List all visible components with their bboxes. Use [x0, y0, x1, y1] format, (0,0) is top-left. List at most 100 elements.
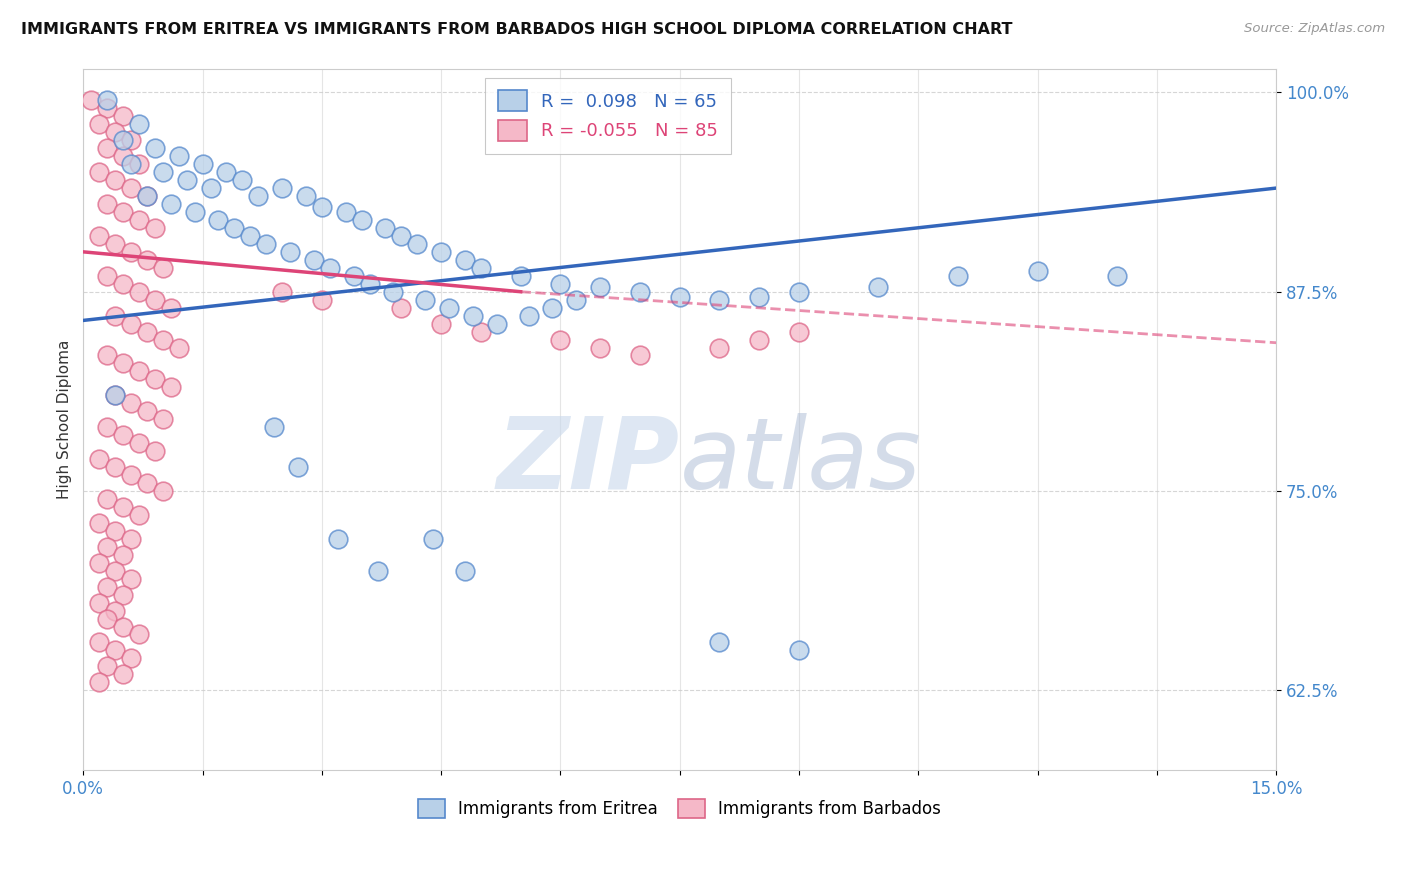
- Point: [628, 285, 651, 299]
- Point: [120, 572, 142, 586]
- Point: [454, 252, 477, 267]
- Point: [89, 596, 111, 610]
- Point: [120, 181, 142, 195]
- Point: [112, 149, 135, 163]
- Point: [120, 396, 142, 410]
- Point: [167, 149, 190, 163]
- Point: [112, 277, 135, 291]
- Text: ZIP: ZIP: [496, 413, 679, 510]
- Point: [367, 564, 389, 578]
- Point: [104, 173, 127, 187]
- Point: [96, 611, 118, 625]
- Point: [239, 228, 262, 243]
- Point: [589, 280, 612, 294]
- Point: [120, 468, 142, 483]
- Point: [787, 325, 810, 339]
- Point: [104, 564, 127, 578]
- Point: [437, 301, 460, 315]
- Point: [295, 189, 318, 203]
- Point: [191, 157, 214, 171]
- Point: [224, 221, 246, 235]
- Point: [135, 252, 157, 267]
- Point: [96, 491, 118, 506]
- Point: [112, 205, 135, 219]
- Point: [135, 325, 157, 339]
- Point: [668, 289, 690, 303]
- Point: [135, 476, 157, 491]
- Point: [104, 388, 127, 402]
- Point: [541, 301, 564, 315]
- Point: [709, 635, 731, 649]
- Point: [231, 173, 253, 187]
- Legend: Immigrants from Eritrea, Immigrants from Barbados: Immigrants from Eritrea, Immigrants from…: [412, 792, 948, 825]
- Point: [152, 333, 174, 347]
- Point: [430, 244, 453, 259]
- Point: [470, 260, 492, 275]
- Point: [128, 213, 150, 227]
- Point: [1026, 264, 1049, 278]
- Point: [254, 236, 277, 251]
- Point: [1105, 268, 1128, 283]
- Point: [135, 404, 157, 418]
- Point: [430, 317, 453, 331]
- Point: [311, 293, 333, 307]
- Point: [112, 667, 135, 681]
- Point: [389, 228, 412, 243]
- Text: atlas: atlas: [679, 413, 921, 510]
- Point: [89, 516, 111, 530]
- Point: [128, 436, 150, 450]
- Point: [112, 133, 135, 147]
- Point: [112, 619, 135, 633]
- Point: [96, 659, 118, 673]
- Point: [80, 94, 103, 108]
- Point: [143, 372, 166, 386]
- Point: [96, 197, 118, 211]
- Point: [287, 460, 309, 475]
- Point: [120, 244, 142, 259]
- Point: [517, 309, 540, 323]
- Point: [152, 483, 174, 498]
- Point: [89, 165, 111, 179]
- Point: [128, 627, 150, 641]
- Point: [278, 244, 301, 259]
- Point: [183, 205, 205, 219]
- Point: [709, 293, 731, 307]
- Point: [302, 252, 325, 267]
- Point: [406, 236, 429, 251]
- Point: [104, 460, 127, 475]
- Point: [565, 293, 588, 307]
- Point: [96, 349, 118, 363]
- Point: [159, 301, 181, 315]
- Point: [509, 268, 531, 283]
- Point: [104, 643, 127, 657]
- Point: [120, 133, 142, 147]
- Point: [628, 349, 651, 363]
- Point: [374, 221, 396, 235]
- Point: [96, 420, 118, 434]
- Text: IMMIGRANTS FROM ERITREA VS IMMIGRANTS FROM BARBADOS HIGH SCHOOL DIPLOMA CORRELAT: IMMIGRANTS FROM ERITREA VS IMMIGRANTS FR…: [21, 22, 1012, 37]
- Point: [454, 564, 477, 578]
- Point: [96, 141, 118, 155]
- Point: [413, 293, 436, 307]
- Point: [787, 643, 810, 657]
- Point: [104, 309, 127, 323]
- Point: [359, 277, 381, 291]
- Point: [143, 293, 166, 307]
- Point: [787, 285, 810, 299]
- Point: [112, 428, 135, 442]
- Point: [152, 412, 174, 426]
- Point: [143, 221, 166, 235]
- Point: [112, 500, 135, 514]
- Point: [135, 189, 157, 203]
- Point: [247, 189, 270, 203]
- Point: [112, 588, 135, 602]
- Point: [120, 317, 142, 331]
- Point: [120, 532, 142, 546]
- Point: [159, 197, 181, 211]
- Point: [128, 285, 150, 299]
- Point: [461, 309, 484, 323]
- Point: [143, 444, 166, 458]
- Point: [271, 181, 294, 195]
- Point: [96, 540, 118, 554]
- Point: [748, 289, 770, 303]
